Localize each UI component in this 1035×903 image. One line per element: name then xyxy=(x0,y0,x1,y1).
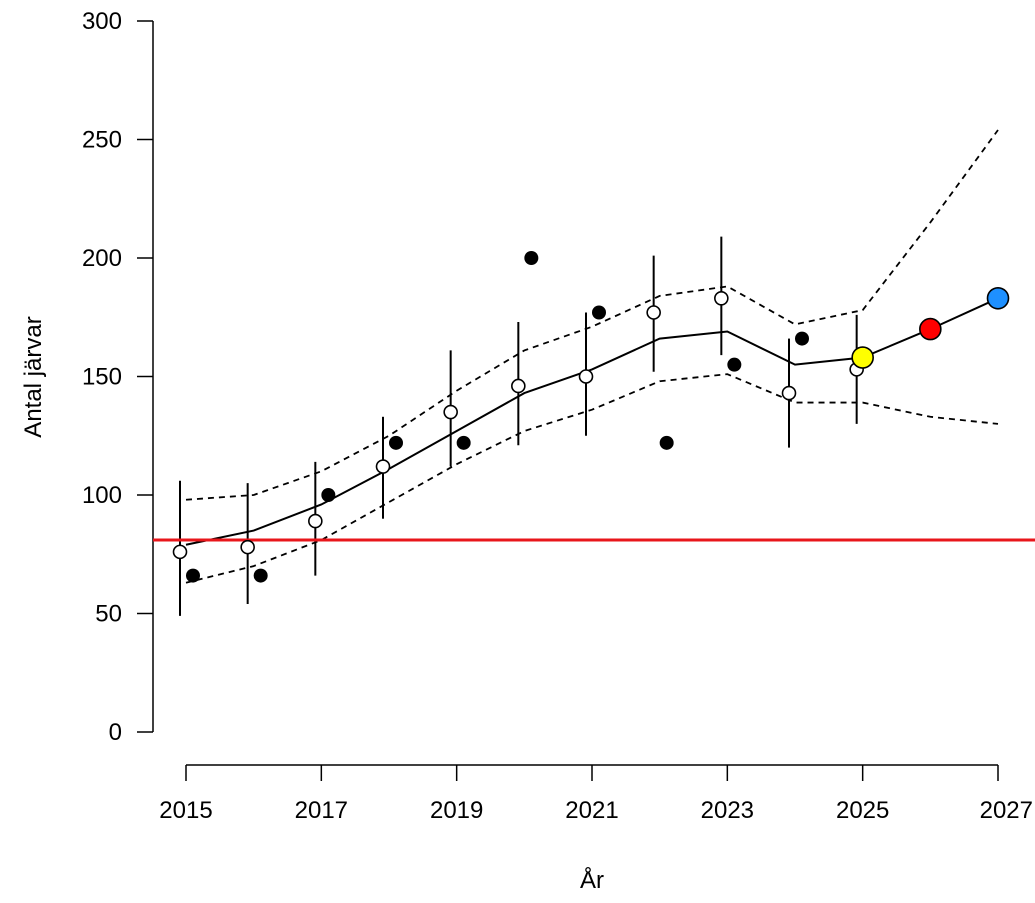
x-tick-label: 2015 xyxy=(159,797,212,824)
estimate-point xyxy=(578,369,594,384)
observed-point xyxy=(186,568,200,583)
x-tick-label: 2019 xyxy=(430,797,483,824)
x-tick-label: 2025 xyxy=(836,797,889,824)
y-axis-title: Antal järvar xyxy=(20,316,47,437)
y-tick-label: 0 xyxy=(109,719,122,746)
observed-point xyxy=(321,488,336,502)
estimate-point xyxy=(714,290,729,306)
observed-point xyxy=(592,305,606,320)
x-axis-title: År xyxy=(580,866,604,894)
estimate-point xyxy=(375,459,391,474)
y-tick-label: 150 xyxy=(82,364,122,391)
observed-point xyxy=(727,357,742,372)
observed-point xyxy=(253,568,268,583)
observed-point xyxy=(795,331,809,346)
y-tick-label: 250 xyxy=(82,127,122,154)
estimate-point xyxy=(511,378,526,394)
upper-interval-line xyxy=(185,129,999,501)
x-tick-label: 2021 xyxy=(565,797,618,824)
estimate-point xyxy=(172,544,188,560)
lower-interval-line xyxy=(185,373,999,584)
estimate-point xyxy=(308,513,323,529)
estimate-point xyxy=(646,305,661,320)
estimate-point xyxy=(443,404,458,420)
observed-point xyxy=(389,435,403,450)
forecast-point xyxy=(851,346,874,369)
estimate-point xyxy=(781,385,797,401)
forecast-point xyxy=(986,286,1010,310)
y-tick-label: 50 xyxy=(95,601,122,628)
y-tick-label: 100 xyxy=(82,482,122,509)
model-line xyxy=(185,297,999,546)
y-tick-label: 200 xyxy=(82,245,122,272)
x-tick-label: 2023 xyxy=(701,797,754,824)
observed-point xyxy=(524,251,539,265)
x-tick-label: 2017 xyxy=(295,797,348,824)
forecast-point xyxy=(919,317,942,341)
plot-area: 0 50 100 150 200 250 300 2015 2017 2019 2021 2023 20… xyxy=(82,8,1035,824)
observed-point xyxy=(456,435,471,450)
x-tick-label: 2027 xyxy=(980,797,1033,824)
observed-point xyxy=(659,435,674,450)
estimate-point xyxy=(240,539,255,555)
y-tick-label: 300 xyxy=(82,8,122,35)
